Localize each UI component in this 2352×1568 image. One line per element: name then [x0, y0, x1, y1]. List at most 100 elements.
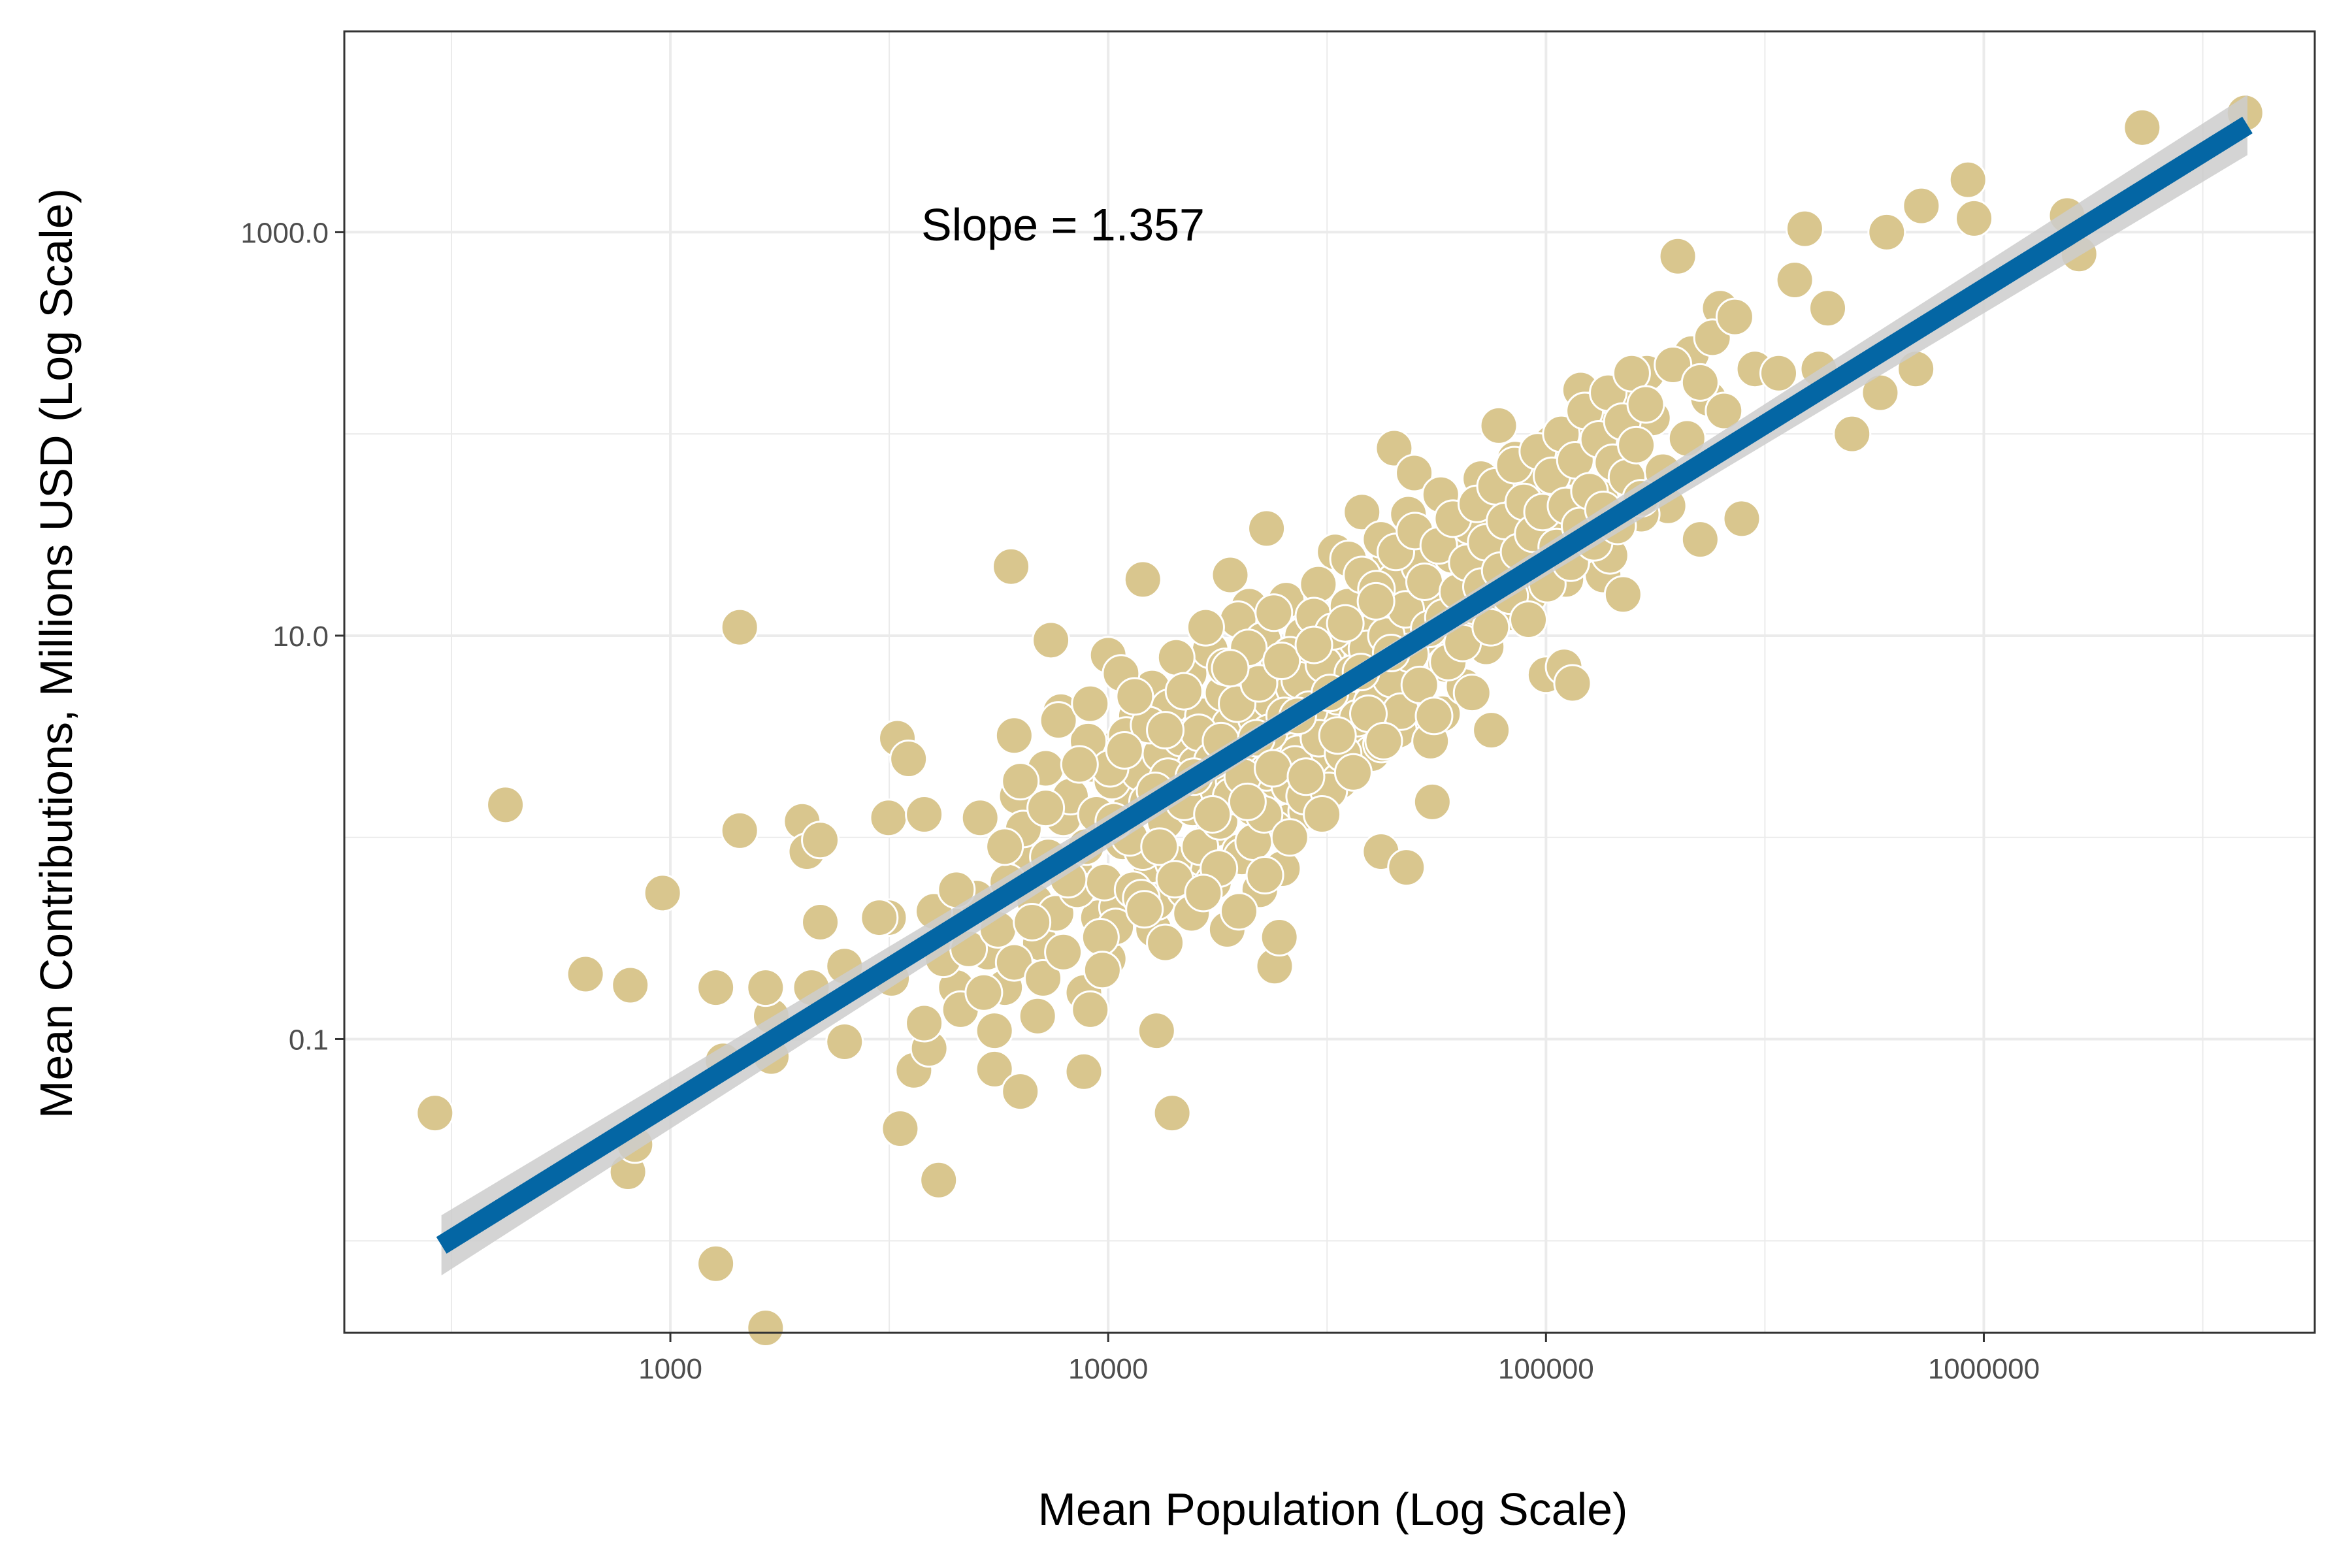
data-point — [1024, 959, 1063, 998]
data-point — [1785, 209, 1824, 248]
x-tick-label: 1000000 — [1928, 1353, 2040, 1385]
data-point — [1617, 425, 1656, 465]
data-point — [720, 811, 759, 850]
data-point — [1032, 621, 1071, 660]
data-point — [696, 1244, 736, 1283]
data-point — [1395, 453, 1434, 493]
data-point — [1948, 160, 1987, 199]
data-point — [1626, 385, 1665, 424]
data-point — [1044, 932, 1083, 972]
data-point — [881, 1109, 920, 1148]
data-point — [1658, 237, 1697, 276]
data-point — [1356, 581, 1396, 621]
data-point — [985, 827, 1024, 866]
data-point — [1123, 560, 1162, 599]
data-point — [1833, 414, 1872, 453]
x-tick-label: 100000 — [1498, 1353, 1594, 1385]
x-axis-ticks: 1000 10000 100000 1000000 — [638, 1333, 2040, 1385]
y-axis-title: Mean Contributions, Millions USD (Log Sc… — [31, 188, 82, 1119]
data-point — [905, 795, 944, 834]
data-point — [1125, 890, 1164, 929]
data-point — [1452, 674, 1492, 713]
data-point — [1071, 684, 1110, 723]
data-point — [1808, 289, 1848, 328]
data-point — [1184, 874, 1223, 913]
data-point — [1115, 677, 1154, 716]
slope-annotation: Slope = 1.357 — [921, 199, 1205, 250]
data-point — [1193, 795, 1232, 834]
data-point — [1254, 749, 1293, 788]
data-point — [1326, 604, 1365, 643]
data-point — [746, 968, 785, 1007]
data-point — [1603, 575, 1642, 614]
data-point — [1186, 608, 1225, 647]
data-point — [1064, 1052, 1103, 1091]
panel-border — [343, 30, 2316, 1334]
data-point — [1083, 951, 1122, 990]
data-point — [1270, 818, 1309, 857]
data-point — [1081, 917, 1120, 956]
data-point — [1955, 199, 1994, 238]
data-point — [869, 798, 908, 838]
data-point — [1343, 493, 1382, 532]
minor-y-gridlines — [344, 433, 2315, 1242]
data-point — [486, 785, 525, 825]
y-tick-label: 10.0 — [272, 621, 329, 653]
data-point — [1018, 996, 1057, 1036]
data-point — [1479, 406, 1518, 445]
data-point — [746, 1309, 785, 1348]
data-point — [1001, 762, 1040, 801]
y-tick-label: 1000.0 — [240, 217, 329, 249]
data-point — [1164, 672, 1203, 711]
data-point — [1039, 701, 1078, 740]
data-point — [1867, 212, 1906, 252]
data-point — [1680, 363, 1720, 402]
data-point — [964, 973, 1004, 1012]
data-point — [889, 740, 928, 779]
data-point — [1705, 391, 1744, 431]
data-point — [1680, 520, 1720, 559]
data-point — [1137, 1011, 1176, 1051]
data-point — [1318, 716, 1357, 755]
data-point — [994, 716, 1034, 755]
y-axis-ticks: 0.1 10.0 1000.0 — [240, 217, 344, 1056]
data-point — [1211, 649, 1250, 688]
data-point — [1219, 892, 1258, 931]
data-point — [1156, 638, 1196, 677]
data-point — [1553, 664, 1592, 703]
data-point — [801, 902, 840, 941]
data-point — [1211, 555, 1250, 595]
data-point — [1303, 795, 1342, 834]
data-point — [1654, 345, 1693, 384]
data-point — [905, 1004, 944, 1043]
data-point — [696, 968, 736, 1007]
data-point — [1472, 711, 1511, 750]
data-point — [1722, 499, 1761, 538]
data-point — [1286, 757, 1326, 796]
data-point — [975, 1011, 1014, 1051]
data-point — [1333, 753, 1373, 792]
data-point — [860, 898, 899, 938]
data-point — [1294, 625, 1333, 664]
data-point — [975, 1049, 1014, 1088]
data-point — [919, 1160, 958, 1200]
data-point — [1262, 642, 1301, 681]
data-point — [825, 1022, 864, 1062]
data-point — [1509, 600, 1548, 639]
data-point — [611, 966, 650, 1005]
data-point — [992, 547, 1031, 586]
data-point — [1775, 260, 1814, 299]
data-point — [1228, 782, 1267, 821]
data-point — [416, 1094, 455, 1133]
data-point — [1405, 562, 1444, 601]
data-point — [1245, 855, 1284, 894]
data-point — [1071, 990, 1110, 1029]
data-point — [1414, 696, 1454, 736]
data-point — [643, 874, 682, 913]
data-point — [1902, 186, 1941, 225]
data-point — [720, 608, 759, 647]
data-point — [1146, 923, 1185, 962]
data-point — [1254, 593, 1294, 632]
regression-line — [436, 116, 2253, 1254]
